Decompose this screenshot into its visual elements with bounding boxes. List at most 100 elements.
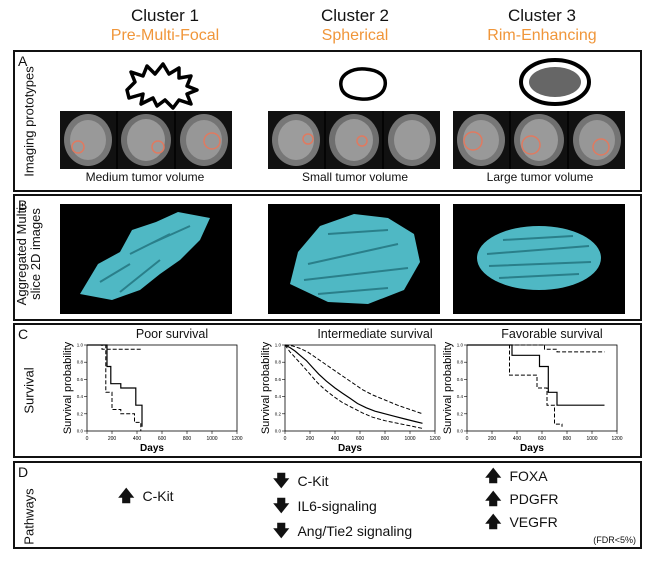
panel-letter-c: C xyxy=(18,326,29,342)
y-tick-label: 0.0 xyxy=(77,429,84,434)
y-tick-label: 0.2 xyxy=(457,411,464,416)
tumor-mesh-icon xyxy=(477,226,601,290)
y-tick-label: 0.6 xyxy=(275,377,282,382)
x-axis-label: Days xyxy=(520,443,544,454)
arrow-up-icon: 🡅 xyxy=(485,514,502,531)
arrow-up-icon: 🡅 xyxy=(485,468,502,485)
x-tick-label: 1000 xyxy=(586,436,597,442)
tumor-render-cluster-1 xyxy=(60,204,232,314)
survival-curve xyxy=(87,344,143,427)
cluster-1-title: Cluster 1 xyxy=(130,6,200,25)
x-tick-label: 200 xyxy=(488,436,497,442)
pathway-cluster-1: 🡅 C-Kit xyxy=(118,485,174,512)
km-plot-cluster-3: 0 200 400 600 800 1000 1200 0.0 0.2 0.4 0.6 0.8 1.0 D… xyxy=(443,341,623,454)
y-tick-label: 0.6 xyxy=(77,377,84,382)
x-tick-label: 0 xyxy=(86,436,89,442)
pathway-item: C-Kit xyxy=(142,488,174,504)
y-tick-label: 0.4 xyxy=(275,394,282,399)
y-axis-label: Survival probability xyxy=(63,341,74,434)
tumor-mesh-icon xyxy=(290,214,420,304)
mri-slices-cluster-2 xyxy=(268,111,440,169)
confidence-band-line xyxy=(467,344,605,353)
y-tick-label: 0.8 xyxy=(77,360,84,365)
arrow-up-icon: 🡅 xyxy=(485,491,502,508)
x-tick-label: 1200 xyxy=(611,436,622,442)
x-axis-label: Days xyxy=(140,443,164,454)
y-tick-label: 0.8 xyxy=(457,360,464,365)
cluster-2-subtitle: Spherical xyxy=(321,27,389,44)
x-tick-label: 1000 xyxy=(404,436,415,442)
confidence-band-line xyxy=(284,344,423,429)
confidence-band-line xyxy=(284,344,423,415)
y-axis-label: Survival probability xyxy=(261,341,272,434)
panel-aggregated-images: B Aggregated Multi- slice 2D images xyxy=(13,194,642,321)
cluster-3-subtitle: Rim-Enhancing xyxy=(487,27,597,44)
panel-pathways: D Pathways 🡅 C-Kit 🡇 C-Kit 🡇 IL6-signaling … xyxy=(13,461,642,549)
y-tick-label: 0.0 xyxy=(275,429,282,434)
x-tick-label: 600 xyxy=(158,436,167,442)
plot-frame xyxy=(86,344,238,432)
x-tick-label: 800 xyxy=(381,436,390,442)
survival-curve xyxy=(284,344,423,424)
km-plot-cluster-1: 0 200 400 600 800 1000 1200 0.0 0.2 0.4 0.6 0.8 1.0 D… xyxy=(63,341,243,454)
panel-imaging-prototypes: A Imaging prototypes xyxy=(13,50,642,192)
pathway-item: VEGFR xyxy=(509,514,558,530)
pathway-cluster-2: 🡇 C-Kit 🡇 IL6-signaling 🡇 Ang/Tie2 signalin… xyxy=(273,469,412,544)
survival-curve xyxy=(467,344,605,406)
multifocal-shape-icon xyxy=(125,62,199,110)
brain-scan-icon xyxy=(272,111,436,169)
cluster-1-subtitle: Pre-Multi-Focal xyxy=(110,27,220,44)
pathway-item: PDGFR xyxy=(509,491,559,507)
mri-slices-cluster-3 xyxy=(453,111,625,169)
cluster-2-title: Cluster 2 xyxy=(320,6,390,25)
arrow-down-icon: 🡇 xyxy=(273,523,290,540)
confidence-band-line xyxy=(87,344,142,431)
mri-slices-cluster-1 xyxy=(60,111,232,169)
x-tick-label: 800 xyxy=(563,436,572,442)
x-tick-label: 400 xyxy=(133,436,142,442)
y-tick-label: 1.0 xyxy=(457,343,464,348)
rim-enhancing-shape-icon xyxy=(519,58,591,106)
survival-label: Survival xyxy=(21,367,37,414)
x-tick-label: 400 xyxy=(331,436,340,442)
cluster-3-title: Cluster 3 xyxy=(507,6,577,25)
x-tick-label: 800 xyxy=(183,436,192,442)
y-tick-label: 0.4 xyxy=(457,394,464,399)
x-tick-label: 1000 xyxy=(206,436,217,442)
x-tick-label: 0 xyxy=(466,436,469,442)
y-axis-label: Survival probability xyxy=(443,341,454,434)
pathway-item: IL6-signaling xyxy=(297,498,377,514)
x-tick-label: 0 xyxy=(284,436,287,442)
tumor-mesh-icon xyxy=(80,212,210,300)
x-axis-label: Days xyxy=(338,443,362,454)
x-tick-label: 400 xyxy=(513,436,522,442)
y-tick-label: 0.6 xyxy=(457,377,464,382)
panel-letter-a: A xyxy=(18,53,28,69)
pathways-label: Pathways xyxy=(21,488,37,545)
y-tick-label: 0.0 xyxy=(457,429,464,434)
y-tick-label: 0.4 xyxy=(77,394,84,399)
survival-title-cluster-3: Favorable survival xyxy=(501,327,603,341)
tumor-render-cluster-3 xyxy=(453,204,625,314)
x-tick-label: 1200 xyxy=(429,436,440,442)
x-tick-label: 600 xyxy=(538,436,547,442)
x-tick-label: 600 xyxy=(356,436,365,442)
panel-survival: C Survival Poor survival Intermediate su… xyxy=(13,323,642,458)
confidence-band-line xyxy=(87,344,142,350)
brain-scan-icon xyxy=(64,111,228,169)
x-tick-label: 200 xyxy=(306,436,315,442)
spherical-shape-icon xyxy=(339,67,388,101)
confidence-band-line xyxy=(467,344,563,427)
arrow-up-icon: 🡅 xyxy=(118,488,135,505)
y-tick-label: 0.2 xyxy=(77,411,84,416)
x-tick-label: 200 xyxy=(108,436,117,442)
aggregated-images-label: Aggregated Multi- slice 2D images xyxy=(14,202,43,306)
arrow-down-icon: 🡇 xyxy=(273,498,290,515)
x-tick-label: 1200 xyxy=(231,436,242,442)
volume-label-cluster-3: Large tumor volume xyxy=(486,170,594,184)
survival-title-cluster-1: Poor survival xyxy=(135,327,209,341)
panel-letter-b: B xyxy=(18,197,28,213)
volume-label-cluster-2: Small tumor volume xyxy=(301,170,409,184)
volume-label-cluster-1: Medium tumor volume xyxy=(85,170,205,184)
tumor-render-cluster-2 xyxy=(268,204,440,314)
